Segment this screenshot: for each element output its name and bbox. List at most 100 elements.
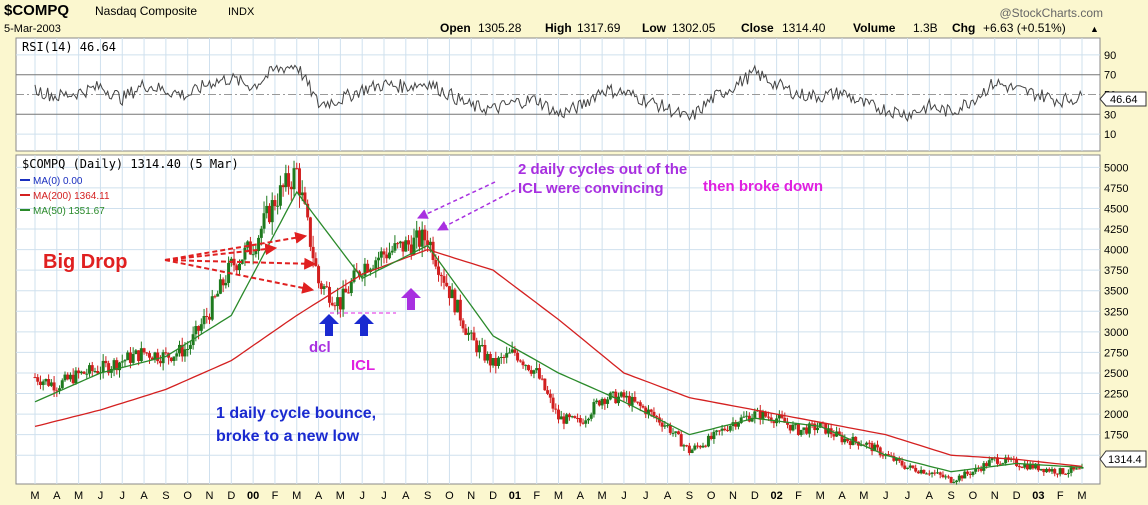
price-bar bbox=[499, 356, 503, 358]
price-bar bbox=[655, 416, 659, 418]
price-bar bbox=[638, 402, 642, 406]
price-tick-label: 1750 bbox=[1104, 430, 1128, 442]
price-bar bbox=[586, 418, 590, 421]
price-tick-label: 3750 bbox=[1104, 265, 1128, 277]
price-bar bbox=[660, 422, 664, 427]
price-bar bbox=[186, 348, 190, 350]
price-bar bbox=[897, 458, 901, 461]
time-tick-label: J bbox=[905, 490, 911, 502]
price-bar bbox=[77, 370, 81, 374]
rsi-tick-label: 30 bbox=[1104, 109, 1116, 121]
rsi-line bbox=[34, 64, 1083, 123]
price-bar bbox=[777, 414, 781, 419]
price-bar bbox=[816, 427, 820, 431]
price-bar bbox=[202, 316, 206, 325]
price-bar bbox=[96, 371, 100, 374]
price-bar bbox=[622, 392, 626, 398]
high-label: High bbox=[545, 21, 572, 35]
price-bar bbox=[589, 414, 593, 419]
price-bar bbox=[788, 424, 792, 431]
price-bar bbox=[581, 422, 585, 424]
price-bar bbox=[467, 332, 471, 335]
price-bar bbox=[963, 471, 967, 479]
price-bar bbox=[606, 399, 610, 404]
price-bar bbox=[1020, 467, 1024, 469]
price-bar bbox=[423, 229, 427, 241]
price-bar bbox=[758, 410, 762, 420]
price-bar bbox=[93, 371, 97, 373]
price-bar bbox=[985, 463, 989, 466]
time-tick-label: A bbox=[315, 490, 323, 502]
price-bar bbox=[935, 472, 939, 474]
open-label: Open bbox=[440, 21, 471, 35]
price-bar bbox=[1045, 468, 1049, 473]
price-bar bbox=[199, 324, 203, 331]
price-bar bbox=[930, 472, 934, 475]
price-bar bbox=[338, 297, 342, 310]
price-bar bbox=[1053, 469, 1057, 474]
price-bar bbox=[347, 292, 351, 294]
price-bar bbox=[396, 243, 400, 245]
price-bar bbox=[188, 345, 192, 349]
price-bar bbox=[352, 270, 356, 282]
price-bar bbox=[911, 465, 915, 468]
price-bar bbox=[243, 247, 247, 260]
close-label: Close bbox=[741, 21, 774, 35]
exchange: INDX bbox=[228, 6, 255, 18]
price-bar bbox=[826, 428, 830, 434]
price-bar bbox=[1031, 463, 1035, 469]
price-bar bbox=[267, 205, 271, 223]
price-bar bbox=[63, 374, 67, 381]
legend-ma50: MA(50) 1351.67 bbox=[33, 206, 105, 217]
time-tick-label: S bbox=[162, 490, 169, 502]
price-bar bbox=[104, 360, 108, 364]
price-bar bbox=[565, 414, 569, 424]
price-bar bbox=[488, 353, 492, 366]
price-bar bbox=[971, 471, 975, 475]
price-bar bbox=[382, 251, 386, 255]
price-bar bbox=[960, 475, 964, 479]
time-tick-label: 03 bbox=[1032, 490, 1044, 502]
price-bar bbox=[434, 259, 438, 267]
price-bar bbox=[409, 244, 413, 255]
price-bar bbox=[717, 430, 721, 432]
price-bar bbox=[1025, 464, 1029, 470]
price-bar bbox=[554, 408, 558, 410]
price-bar bbox=[74, 370, 78, 384]
price-bar bbox=[246, 241, 250, 248]
volume-value: 1.3B bbox=[913, 21, 938, 35]
price-bar bbox=[175, 353, 179, 357]
price-bar bbox=[1055, 473, 1059, 475]
price-bar bbox=[584, 420, 588, 424]
price-bar bbox=[257, 237, 261, 251]
price-bar bbox=[747, 415, 751, 422]
time-tick-label: D bbox=[489, 490, 497, 502]
price-bar bbox=[180, 344, 184, 357]
price-bar bbox=[281, 185, 285, 188]
time-tick-label: M bbox=[336, 490, 345, 502]
price-bar bbox=[472, 332, 476, 341]
price-bar bbox=[1061, 468, 1065, 474]
price-bar bbox=[412, 237, 416, 255]
price-bar bbox=[218, 279, 222, 294]
price-bar bbox=[592, 402, 596, 415]
price-bar bbox=[600, 398, 604, 406]
price-bar bbox=[965, 471, 969, 474]
price-bar bbox=[445, 282, 449, 287]
price-tick-label: 3000 bbox=[1104, 327, 1128, 339]
cycles-arrows bbox=[417, 181, 516, 231]
price-bar bbox=[178, 344, 182, 354]
price-tick-label: 2500 bbox=[1104, 368, 1128, 380]
price-bar bbox=[407, 240, 411, 245]
price-bar bbox=[548, 393, 552, 398]
price-bar bbox=[734, 422, 738, 427]
price-bar bbox=[1069, 467, 1073, 473]
price-bar bbox=[308, 217, 312, 247]
time-tick-label: M bbox=[292, 490, 301, 502]
price-bar bbox=[780, 414, 784, 418]
price-bar bbox=[1001, 463, 1005, 465]
price-bar bbox=[390, 250, 394, 253]
price-bar bbox=[1028, 463, 1032, 470]
price-bar bbox=[442, 276, 446, 283]
